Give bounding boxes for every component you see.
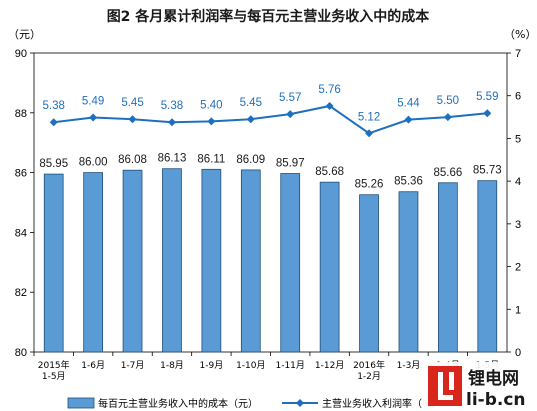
x-tick-label: 2015年 <box>38 359 70 371</box>
bar-data-labels: 85.95 86.00 86.08 86.13 86.11 86.09 85.97 85.68… <box>39 153 501 191</box>
chart-title: 图2 各月累计利润率与每百元主营业务收入中的成本 <box>107 8 431 25</box>
line-value-label: 5.45 <box>240 97 262 109</box>
line-value-label: 5.57 <box>279 92 301 104</box>
line-data-labels: 5.38 5.49 5.45 5.38 5.40 5.45 5.57 5.76 5.12 5.44… <box>43 84 499 123</box>
x-tick-label: 1-3月 <box>397 360 421 371</box>
left-axis-unit: （元） <box>8 28 41 41</box>
right-tick-label: 5 <box>515 133 521 145</box>
bar-value-label: 85.68 <box>315 166 344 178</box>
x-tick-label: 1-10月 <box>236 360 265 371</box>
line-value-label: 5.40 <box>200 99 222 111</box>
bar <box>83 172 103 353</box>
right-tick-label: 1 <box>515 304 521 316</box>
bar <box>162 168 182 353</box>
right-tick-label: 6 <box>515 91 521 103</box>
left-tick-label: 84 <box>15 227 27 239</box>
bar-value-label: 85.66 <box>433 167 462 179</box>
line-point <box>483 109 492 118</box>
line-path <box>53 104 488 135</box>
line-point <box>443 113 452 122</box>
line-point <box>325 101 334 110</box>
x-tick-label: 1-5月 <box>42 371 66 382</box>
bar-value-label: 85.26 <box>355 179 384 191</box>
bar-value-label: 86.11 <box>197 153 225 165</box>
left-tick-label: 88 <box>15 108 27 120</box>
bar <box>398 191 419 353</box>
line-value-label: 5.76 <box>318 84 340 96</box>
left-tick-label: 82 <box>15 287 27 299</box>
right-axis-unit: （%） <box>504 28 536 41</box>
bar-value-label: 85.97 <box>276 157 305 169</box>
x-tick-label: 1-6月 <box>81 360 105 371</box>
right-tick-label: 7 <box>515 48 521 60</box>
bar <box>201 168 222 353</box>
bar <box>438 182 458 353</box>
line-value-label: 5.59 <box>476 91 498 103</box>
right-tick-label: 4 <box>515 176 521 188</box>
bar <box>319 181 340 353</box>
bar <box>280 173 301 353</box>
right-axis-ticks: 0 1 2 3 4 5 6 7 <box>507 48 521 359</box>
bar-series <box>43 168 498 353</box>
x-tick-label: 1-12月 <box>315 360 344 371</box>
legend-line-marker <box>296 399 304 407</box>
line-point <box>404 115 413 124</box>
x-tick-label: 1-7月 <box>121 360 145 371</box>
line-value-label: 5.12 <box>358 111 380 123</box>
bar <box>477 180 498 353</box>
line-point <box>286 110 295 119</box>
watermark-logo: 锂电网 li-b.cn <box>422 362 537 411</box>
bar-value-label: 86.09 <box>236 154 265 166</box>
line-point <box>246 115 255 124</box>
watermark-name: 锂电网 <box>468 368 519 389</box>
line-point <box>167 118 176 127</box>
bar-value-label: 85.73 <box>473 165 502 177</box>
line-value-label: 5.49 <box>82 95 104 107</box>
line-point <box>207 117 216 126</box>
watermark-i-stroke <box>449 372 454 390</box>
legend: 每百元主营业务收入中的成本（元） 主营业务收入利润率（%） <box>67 397 442 410</box>
bar-value-label: 85.95 <box>39 158 68 170</box>
right-tick-label: 0 <box>515 347 521 359</box>
left-tick-label: 86 <box>15 168 27 180</box>
bar-value-label: 86.08 <box>118 154 147 166</box>
legend-bar-swatch <box>67 397 95 409</box>
left-axis-ticks: 80 82 84 86 88 90 <box>15 48 34 359</box>
x-tick-label: 1-8月 <box>160 360 184 371</box>
watermark-l-stroke <box>438 372 443 400</box>
x-tick-label: 1-11月 <box>275 360 304 371</box>
line-value-label: 5.38 <box>43 100 65 112</box>
line-point <box>49 118 58 127</box>
line-value-label: 5.50 <box>437 95 459 107</box>
line-point <box>128 115 137 124</box>
line-series <box>49 101 492 138</box>
watermark-l-foot <box>438 395 453 400</box>
legend-line-label: 主营业务收入利润率（%） <box>322 397 442 410</box>
line-point <box>365 129 374 138</box>
right-tick-label: 2 <box>515 262 521 274</box>
bar <box>240 169 261 353</box>
bar <box>122 169 143 353</box>
bar <box>43 173 64 353</box>
line-value-label: 5.38 <box>161 100 183 112</box>
watermark-url: li-b.cn <box>466 390 526 410</box>
bar-value-label: 86.13 <box>158 153 187 165</box>
bar <box>359 194 379 353</box>
legend-bar-label: 每百元主营业务收入中的成本（元） <box>98 397 258 410</box>
line-value-label: 5.44 <box>397 98 420 110</box>
line-value-label: 5.45 <box>121 97 143 109</box>
left-tick-label: 80 <box>15 347 27 359</box>
left-tick-label: 90 <box>15 48 27 60</box>
x-tick-label: 2016年 <box>353 359 385 371</box>
right-tick-label: 3 <box>515 219 521 231</box>
x-tick-label: 1-2月 <box>357 371 381 382</box>
bar-value-label: 85.36 <box>394 176 423 188</box>
bar-value-label: 86.00 <box>79 157 108 169</box>
x-tick-label: 1-9月 <box>200 360 224 371</box>
line-point <box>89 113 98 122</box>
